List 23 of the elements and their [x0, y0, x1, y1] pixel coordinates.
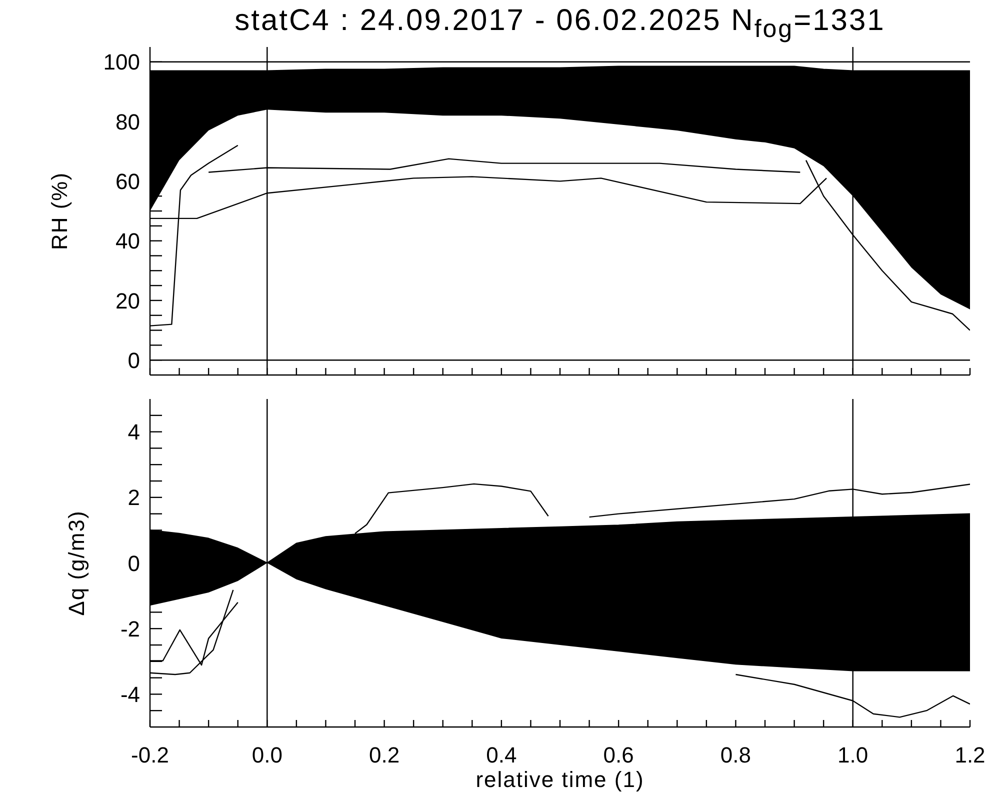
y-tick-label: 80: [116, 109, 140, 134]
x-tick-label: 1.0: [838, 742, 868, 768]
y-tick-label: -4: [120, 682, 140, 708]
y-tick-label: 20: [116, 288, 140, 314]
y-tick-label: 60: [116, 168, 140, 194]
y-tick-label: 2: [128, 485, 140, 510]
x-tick-label: 0.8: [720, 742, 752, 768]
x-tick-label: 1.2: [954, 742, 986, 768]
x-tick-label: -0.2: [131, 742, 169, 768]
y-tick-label: -2: [120, 616, 140, 642]
x-tick-label: 0.0: [252, 742, 282, 768]
chart-title: statC4 : 24.09.2017 - 06.02.2025 N$_{fog}$=1331: [234, 4, 886, 45]
y-axis-title: RH (%): [47, 172, 73, 250]
y-tick-label: 40: [116, 228, 140, 254]
y-axis-title: Δq (g/m3): [64, 510, 90, 616]
x-tick-label: 0.6: [603, 742, 634, 768]
y-tick-label: 0: [128, 550, 140, 576]
y-tick-label: 0: [128, 348, 140, 373]
x-tick-label: 0.4: [486, 742, 517, 768]
x-axis-title: relative time (1): [474, 767, 646, 793]
y-tick-label: 100: [103, 50, 140, 75]
x-tick-label: 0.2: [368, 742, 400, 768]
y-tick-label: 4: [128, 420, 140, 445]
